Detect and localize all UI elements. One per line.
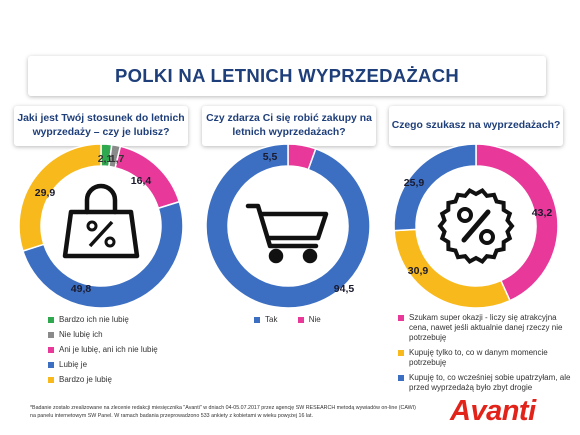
donut-chart-2-svg: 94,5 5,5 — [205, 143, 371, 309]
donut-chart-1-svg: 2,11,7 16,4 49,8 29,9 — [18, 143, 184, 309]
question-1-text: Jaki jest Twój stosunek do letnich wyprz… — [17, 113, 185, 138]
data-label: 94,5 — [334, 283, 355, 295]
legend-item: Tak — [254, 315, 277, 325]
shopping-cart-icon — [245, 203, 329, 264]
legend-label: Bardzo je lubię — [59, 375, 112, 384]
legend-swatch — [48, 317, 54, 323]
avanti-logo: Avanti — [450, 396, 568, 430]
legend-swatch — [48, 362, 54, 368]
legend-swatch — [254, 317, 260, 323]
data-label: 49,8 — [71, 283, 92, 295]
legend-swatch — [48, 377, 54, 383]
legend-label: Nie lubię ich — [59, 330, 103, 339]
donut-chart-3-svg: 43,2 30,9 25,9 — [393, 143, 559, 309]
page-title: POLKI NA LETNICH WYPRZEDAŻACH — [114, 65, 460, 86]
data-label: 43,2 — [532, 207, 553, 219]
legend-swatch — [398, 375, 404, 381]
question-3-text: Czego szukasz na wyprzedażach? — [391, 120, 561, 131]
legend-item: Kupuję tylko to, co w danym momencie pot… — [398, 348, 576, 368]
footnote-line-1: *Badanie zostało zrealizowane na zleceni… — [30, 405, 416, 411]
title-box: POLKI NA LETNICH WYPRZEDAŻACH — [28, 56, 546, 96]
legend-label: Szukam super okazji - liczy się atrakcyj… — [409, 313, 563, 342]
data-label: 30,9 — [408, 265, 429, 277]
footnote: *Badanie zostało zrealizowane na zleceni… — [30, 404, 425, 420]
legend-item: Lubię je — [48, 360, 198, 370]
question-1-header: Jaki jest Twój stosunek do letnich wyprz… — [14, 106, 188, 146]
legend-label: Kupuję to, co wcześniej sobie upatrzyłam… — [409, 373, 571, 392]
legend-item: Nie lubię ich — [48, 330, 198, 340]
question-2-text: Czy zdarza Ci się robić zakupy na letnic… — [206, 113, 372, 138]
shopping-bag-percent-icon — [62, 183, 140, 259]
legend-label: Lubię je — [59, 360, 88, 369]
data-label: 16,4 — [131, 175, 152, 187]
legend-swatch — [398, 315, 404, 321]
legend-label: Kupuję tylko to, co w danym momencie pot… — [409, 348, 548, 367]
donut-slice — [475, 143, 559, 302]
donut-slice — [393, 143, 477, 232]
legend-item: Szukam super okazji - liczy się atrakcyj… — [398, 313, 576, 343]
legend-item: Ani je lubię, ani ich nie lubię — [48, 345, 198, 355]
legend-item: Nie — [297, 315, 321, 325]
question-3-header: Czego szukasz na wyprzedażach? — [389, 106, 563, 146]
data-label: 1,7 — [110, 153, 125, 165]
donut-slice — [205, 143, 371, 309]
legend-swatch — [48, 332, 54, 338]
legend-3: Szukam super okazji - liczy się atrakcyj… — [398, 313, 576, 398]
donut-chart-1: 2,1 1,7 16,4 49,8 29,9 — [17, 142, 185, 310]
logo-word: Avanti — [450, 395, 536, 427]
donut-slice — [21, 200, 184, 309]
percent-badge-icon — [437, 187, 515, 265]
data-label: 25,9 — [404, 177, 425, 189]
legend-2: Tak Nie — [254, 315, 384, 330]
data-label: 2,1 — [98, 153, 113, 165]
legend-item: Kupuję to, co wcześniej sobie upatrzyłam… — [398, 373, 576, 393]
legend-label: Tak — [265, 315, 278, 324]
legend-swatch — [297, 317, 304, 323]
legend-swatch — [48, 347, 54, 353]
donut-chart-2: 94,5 5,5 — [204, 142, 372, 310]
data-label: 29,9 — [35, 187, 56, 199]
data-label: 5,5 — [263, 151, 278, 163]
donut-chart-3: 43,2 30,9 25,9 — [392, 142, 560, 310]
legend-swatch — [398, 350, 404, 356]
legend-1: Bardzo ich nie lubię Nie lubię ich Ani j… — [48, 315, 198, 390]
legend-label: Bardzo ich nie lubię — [59, 315, 129, 324]
legend-item: Bardzo ich nie lubię — [48, 315, 198, 325]
legend-item: Bardzo je lubię — [48, 375, 198, 385]
question-2-header: Czy zdarza Ci się robić zakupy na letnic… — [202, 106, 376, 146]
donut-slice — [18, 143, 102, 252]
footnote-line-2: na panelu internetowym SW Panel. W ramac… — [30, 413, 313, 419]
legend-label: Nie — [308, 315, 321, 324]
legend-label: Ani je lubię, ani ich nie lubię — [59, 345, 158, 354]
